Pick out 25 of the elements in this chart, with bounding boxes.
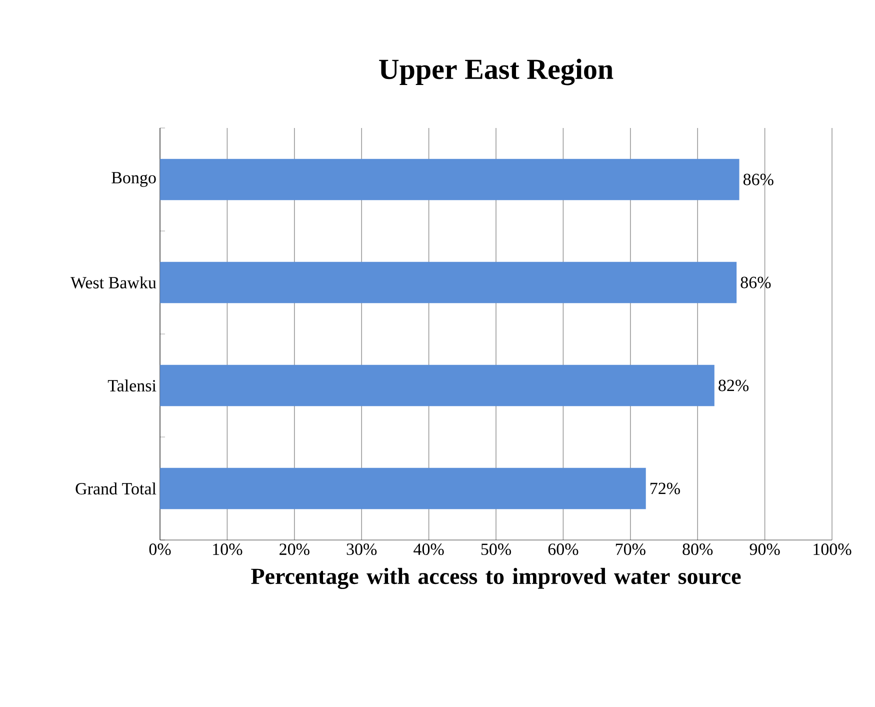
x-tick-label: 100% <box>814 544 852 556</box>
x-tick-label: 10% <box>213 544 242 556</box>
x-axis-title: Percentage with access to improved water source <box>251 568 741 589</box>
x-tick-label: 70% <box>616 544 646 556</box>
x-tick-label: 40% <box>414 544 444 556</box>
x-tick-label: 80% <box>682 544 713 556</box>
y-tick-label: Grand Total <box>76 482 156 494</box>
data-label: 72% <box>650 482 680 494</box>
x-tick-label: 60% <box>548 544 578 556</box>
x-tick-label: 50% <box>481 544 512 556</box>
x-tick-label: 90% <box>750 544 780 556</box>
y-tick-label: Bongo <box>112 172 156 187</box>
bar <box>160 468 646 510</box>
data-label: 82% <box>718 380 749 392</box>
chart-title: Upper East Region <box>379 58 614 86</box>
bar <box>160 364 714 406</box>
data-label: 86% <box>740 276 771 288</box>
y-tick-label: Talensi <box>108 380 156 392</box>
x-tick-label: 20% <box>280 544 310 556</box>
bar <box>160 158 740 200</box>
x-tick-label: 0% <box>149 544 171 556</box>
bar <box>160 262 737 304</box>
x-tick-label: 30% <box>346 544 377 556</box>
y-tick-label: West Bawku <box>70 276 156 289</box>
data-label: 86% <box>743 174 774 186</box>
